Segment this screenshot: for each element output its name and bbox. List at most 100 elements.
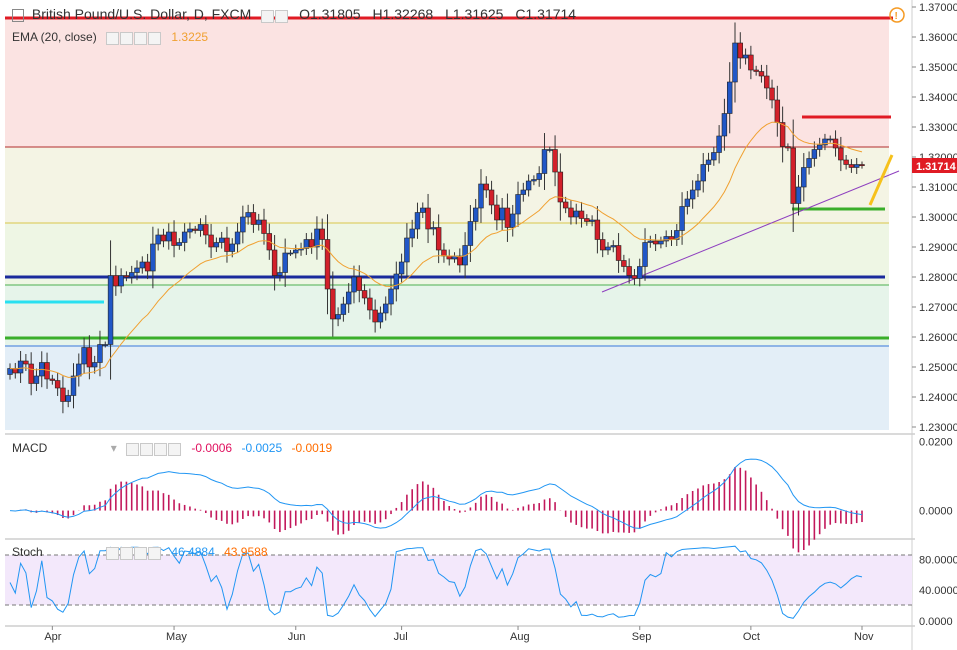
price-tick-label: 1.23000 — [919, 422, 957, 434]
stoch-value-1: 46.4884 — [171, 545, 215, 559]
candle-body — [213, 242, 220, 248]
macd-arrow[interactable]: ▾ — [110, 441, 117, 455]
candle-body — [822, 138, 828, 146]
symbol-buttons[interactable] — [261, 7, 289, 24]
candle — [658, 236, 664, 249]
macd-buttons[interactable] — [126, 442, 182, 456]
alert-icon-glyph: ! — [895, 11, 898, 22]
candle — [65, 389, 71, 408]
ohlc-open: O1.31805 — [299, 6, 361, 22]
candle — [324, 214, 331, 315]
candle — [764, 64, 770, 100]
candle — [663, 230, 669, 248]
candle — [60, 376, 66, 414]
candle — [854, 158, 860, 174]
candle-body — [372, 309, 378, 323]
candle-body — [684, 198, 691, 207]
stoch-tick-label: 80.0000 — [919, 554, 957, 566]
candle — [144, 253, 151, 280]
time-tick-label: May — [166, 631, 187, 643]
candle — [621, 254, 627, 273]
macd-tick-label: 0.0000 — [919, 506, 953, 518]
candle — [28, 352, 34, 396]
candle-body — [224, 237, 230, 252]
time-tick-label: Sep — [632, 631, 652, 643]
candle-body — [700, 164, 706, 182]
candle — [615, 233, 622, 273]
candle — [197, 218, 204, 237]
candle — [483, 176, 489, 198]
ema-label: EMA (20, close) — [12, 30, 97, 44]
candle-body — [409, 228, 415, 239]
candle-body — [414, 212, 421, 230]
time-tick-label: Jul — [394, 631, 408, 643]
candle — [584, 214, 590, 226]
price-tick-label: 1.34000 — [919, 92, 957, 104]
level-lines[interactable] — [5, 16, 900, 347]
candle-body — [361, 290, 368, 299]
candle-body — [504, 207, 511, 228]
candle — [536, 166, 542, 187]
macd-label: MACD — [12, 441, 48, 455]
candle — [510, 204, 516, 237]
price-tick-label: 1.24000 — [919, 392, 957, 404]
candle — [218, 231, 225, 249]
candle-body — [81, 347, 87, 365]
ema-buttons[interactable] — [106, 31, 162, 45]
candle-body — [637, 266, 643, 279]
add-icon — [134, 546, 148, 560]
candle-body — [753, 69, 759, 72]
arrow-yellow — [868, 154, 894, 206]
stoch-tick-label: 0.0000 — [919, 616, 953, 628]
candle — [557, 153, 564, 221]
candle — [541, 133, 548, 190]
candle-body — [779, 122, 786, 147]
candle-body — [578, 210, 585, 219]
candle-body — [197, 224, 204, 231]
candle — [859, 161, 865, 169]
candle — [721, 98, 728, 151]
last-price-badge: 1.31714 — [912, 158, 957, 173]
stoch-label: Stoch — [12, 545, 43, 559]
candle-body — [97, 344, 103, 363]
close-icon — [148, 31, 162, 45]
candle — [49, 374, 56, 385]
candle — [457, 248, 463, 273]
candle-body — [663, 236, 669, 242]
candle-body — [123, 275, 130, 278]
candle-body — [472, 207, 479, 222]
candle-body — [610, 245, 616, 248]
price-zones — [5, 18, 889, 430]
collapse-icon[interactable] — [12, 8, 24, 22]
candle-body — [679, 206, 685, 231]
candle-body — [615, 245, 622, 261]
candle — [605, 242, 611, 255]
candle — [192, 225, 198, 234]
alert-icon[interactable]: ! — [889, 7, 905, 23]
candle-body — [801, 167, 807, 188]
candle — [240, 205, 246, 244]
candle-body — [303, 239, 310, 249]
price-axis[interactable]: 1.370001.360001.350001.340001.330001.320… — [912, 2, 957, 434]
candle — [642, 228, 648, 281]
candle-body — [250, 212, 257, 225]
price-tick-label: 1.31000 — [919, 182, 957, 194]
candle-body — [351, 276, 357, 293]
close-icon — [168, 442, 182, 456]
candle — [372, 299, 378, 333]
ema-line — [9, 121, 863, 378]
candle — [256, 213, 262, 231]
candle-body — [240, 216, 246, 233]
candle-body — [33, 375, 40, 384]
time-axis[interactable]: Apr May Jun Jul Aug Sep Oct Nov — [44, 626, 874, 643]
candle-body — [293, 249, 299, 254]
candle — [589, 215, 595, 227]
candle-body — [642, 242, 648, 267]
stoch-buttons[interactable] — [106, 546, 162, 560]
candle — [340, 296, 347, 322]
candle — [319, 218, 325, 250]
stoch-tick-label: 40.0000 — [919, 585, 957, 597]
candle-body — [393, 273, 400, 290]
candle — [705, 152, 712, 172]
